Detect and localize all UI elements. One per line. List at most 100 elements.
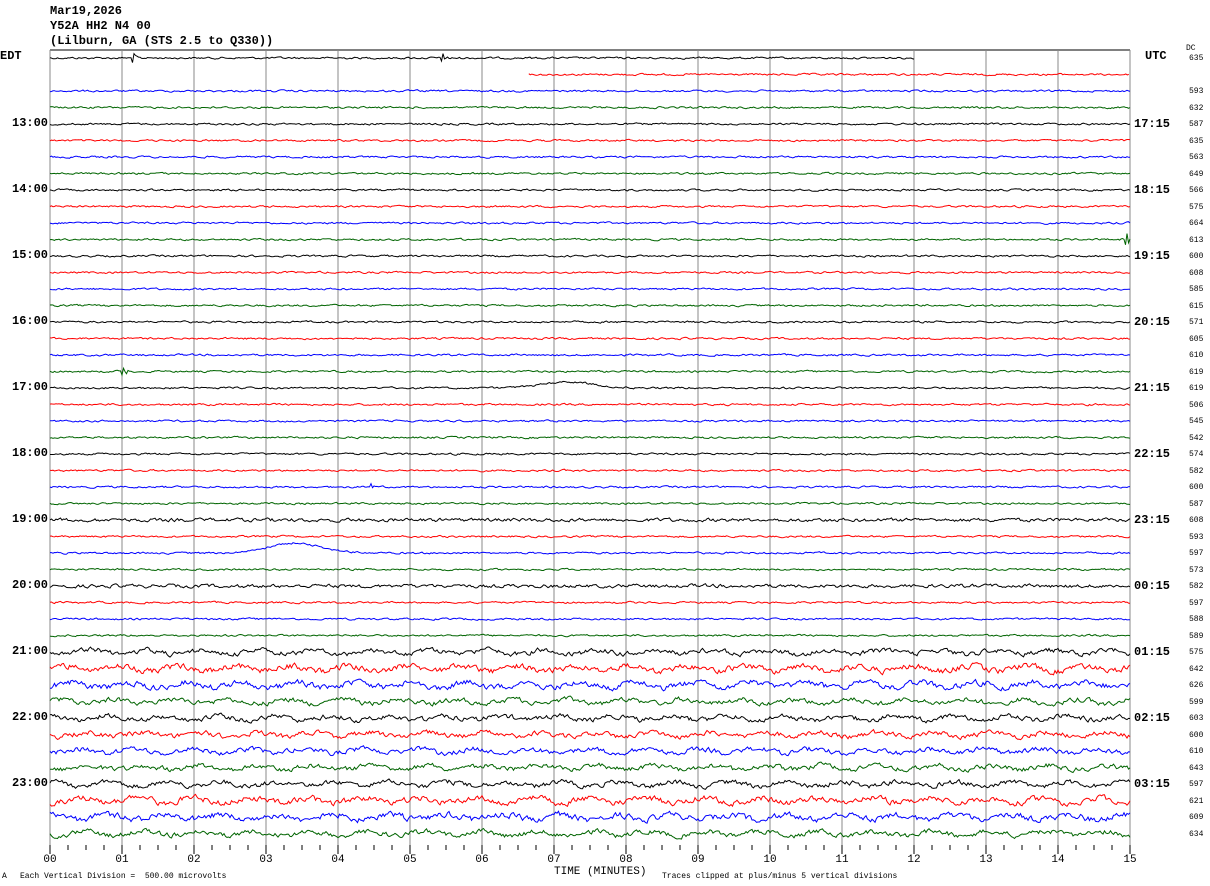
dc-offset-value: 574 xyxy=(1189,450,1204,459)
dc-offset-value: 626 xyxy=(1189,681,1204,690)
right-time-label: 18:15 xyxy=(1134,183,1171,197)
x-tick-label: 00 xyxy=(43,854,56,866)
dc-offset-value: 603 xyxy=(1189,714,1204,723)
left-time-label: 20:00 xyxy=(12,578,49,592)
dc-offset-value: 587 xyxy=(1189,120,1204,129)
left-time-label: 19:00 xyxy=(12,512,49,526)
x-axis-title: TIME (MINUTES) xyxy=(554,866,647,878)
trace-row-10 xyxy=(49,221,1131,225)
right-timezone: UTC xyxy=(1145,49,1167,63)
trace-row-0 xyxy=(49,52,915,63)
trace-row-30 xyxy=(50,542,1131,555)
dc-offset-value: 619 xyxy=(1189,384,1204,393)
dc-offset-value: 608 xyxy=(1189,516,1204,525)
trace-row-6 xyxy=(49,155,1130,159)
trace-row-5 xyxy=(49,138,1131,143)
trace-row-16 xyxy=(49,320,1131,324)
trace-row-18 xyxy=(49,353,1131,357)
trace-row-28 xyxy=(49,517,1131,523)
left-time-label: 13:00 xyxy=(12,116,49,130)
dc-offset-value: 643 xyxy=(1189,763,1204,773)
right-time-label: 21:15 xyxy=(1134,381,1171,395)
dc-offset-value: 588 xyxy=(1189,615,1204,624)
trace-row-19 xyxy=(49,366,1131,377)
trace-row-35 xyxy=(49,633,1131,638)
dc-offset-value: 635 xyxy=(1189,54,1204,63)
dc-offset-value: 587 xyxy=(1189,499,1204,509)
x-tick-label: 14 xyxy=(1051,854,1065,866)
dc-offset-value: 563 xyxy=(1189,153,1204,162)
left-time-label: 23:00 xyxy=(12,776,49,790)
trace-row-44 xyxy=(49,778,1131,790)
trace-row-9 xyxy=(49,204,1131,209)
x-tick-label: 04 xyxy=(331,854,345,866)
left-time-label: 17:00 xyxy=(12,380,49,394)
trace-row-29 xyxy=(49,534,1131,539)
trace-row-13 xyxy=(49,270,1131,275)
trace-row-15 xyxy=(49,303,1131,308)
dc-offset-value: 593 xyxy=(1189,87,1204,96)
trace-row-3 xyxy=(49,105,1131,110)
trace-row-34 xyxy=(49,617,1131,621)
x-tick-label: 02 xyxy=(187,854,200,866)
location-label: (Lilburn, GA (STS 2.5 to Q330)) xyxy=(50,34,274,48)
right-time-label: 01:15 xyxy=(1134,645,1171,659)
right-time-label: 20:15 xyxy=(1134,315,1171,329)
dc-offset-value: 599 xyxy=(1189,697,1204,707)
x-tick-label: 13 xyxy=(979,854,992,866)
x-tick-label: 08 xyxy=(619,854,632,866)
trace-row-22 xyxy=(49,419,1131,423)
dc-label: DC xyxy=(1186,44,1196,53)
trace-row-45 xyxy=(49,793,1131,808)
trace-row-17 xyxy=(49,336,1131,341)
dc-offset-value: 575 xyxy=(1189,202,1204,212)
trace-row-38 xyxy=(50,678,1131,692)
x-tick-label: 01 xyxy=(115,854,129,866)
trace-row-1 xyxy=(528,72,1129,77)
dc-offset-value: 634 xyxy=(1189,829,1204,839)
trace-row-43 xyxy=(49,761,1131,774)
x-tick-label: 03 xyxy=(259,854,272,866)
trace-row-14 xyxy=(49,287,1130,291)
right-time-label: 03:15 xyxy=(1134,777,1171,791)
dc-offset-value: 597 xyxy=(1189,549,1204,558)
dc-offset-value: 597 xyxy=(1189,598,1204,608)
date-label: Mar19,2026 xyxy=(50,4,123,18)
trace-row-20 xyxy=(49,380,1131,390)
corner-mark: A xyxy=(2,872,7,881)
right-time-label: 02:15 xyxy=(1134,711,1171,725)
x-tick-label: 09 xyxy=(691,854,704,866)
dc-offset-value: 582 xyxy=(1189,466,1204,476)
trace-row-47 xyxy=(49,827,1131,840)
left-time-label: 22:00 xyxy=(12,710,49,724)
right-time-label: 00:15 xyxy=(1134,579,1171,593)
dc-offset-value: 600 xyxy=(1189,483,1204,492)
dc-offset-value: 600 xyxy=(1189,730,1204,740)
station-label: Y52A HH2 N4 00 xyxy=(50,19,151,33)
dc-offset-value: 619 xyxy=(1189,367,1204,377)
trace-row-26 xyxy=(49,482,1131,489)
dc-offset-value: 610 xyxy=(1189,351,1204,360)
dc-offset-value: 621 xyxy=(1189,796,1204,806)
trace-row-36 xyxy=(49,646,1131,658)
trace-row-2 xyxy=(49,89,1131,93)
dc-offset-value: 585 xyxy=(1189,285,1204,294)
x-tick-label: 05 xyxy=(403,854,416,866)
dc-offset-value: 605 xyxy=(1189,334,1204,344)
trace-row-12 xyxy=(49,254,1131,258)
trace-row-21 xyxy=(49,402,1131,407)
dc-offset-value: 593 xyxy=(1189,532,1204,542)
trace-row-11 xyxy=(49,233,1131,245)
trace-row-23 xyxy=(49,435,1131,440)
x-tick-label: 11 xyxy=(835,854,849,866)
left-time-label: 21:00 xyxy=(12,644,49,658)
dc-offset-value: 615 xyxy=(1189,301,1204,311)
trace-row-37 xyxy=(49,662,1131,676)
right-time-label: 23:15 xyxy=(1134,513,1171,527)
right-time-label: 19:15 xyxy=(1134,249,1171,263)
trace-row-7 xyxy=(49,171,1131,176)
x-tick-label: 10 xyxy=(763,854,776,866)
x-tick-label: 06 xyxy=(475,854,488,866)
dc-offset-value: 589 xyxy=(1189,631,1204,641)
